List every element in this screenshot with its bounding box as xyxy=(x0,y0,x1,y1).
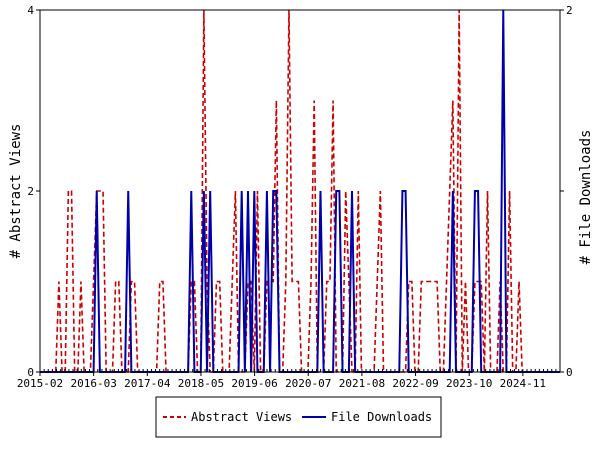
y-left-tick-label: 2 xyxy=(27,185,34,198)
x-axis-ticks: 2015-02 2016-03 2017-04 2018-05 2019-06 2020-… xyxy=(17,369,561,390)
x-tick-label: 2022-09 xyxy=(392,377,438,390)
x-tick-label: 2016-03 xyxy=(70,377,116,390)
y-axis-left-ticks: 0 2 4 xyxy=(27,4,40,379)
x-tick-label: 2020-07 xyxy=(285,377,331,390)
y-left-tick-label: 0 xyxy=(27,366,34,379)
x-tick-label: 2024-11 xyxy=(500,377,546,390)
x-tick-label: 2019-06 xyxy=(231,377,277,390)
x-tick-label: 2023-10 xyxy=(446,377,492,390)
x-tick-label: 2021-08 xyxy=(339,377,385,390)
legend-label-file-downloads: File Downloads xyxy=(331,410,432,424)
y-right-tick-label: 2 xyxy=(566,4,573,17)
y-right-tick-label: 0 xyxy=(566,366,573,379)
y-axis-left-title: # Abstract Views xyxy=(8,124,24,259)
legend-label-abstract-views: Abstract Views xyxy=(191,410,292,424)
legend: Abstract Views File Downloads xyxy=(155,396,442,438)
x-tick-label: 2015-02 xyxy=(17,377,63,390)
x-tick-label: 2018-05 xyxy=(178,377,224,390)
x-tick-label: 2017-04 xyxy=(124,377,171,390)
y-axis-right-title: # File Downloads xyxy=(578,130,594,265)
y-left-tick-label: 4 xyxy=(27,4,34,17)
legend-box xyxy=(155,396,442,438)
y-axis-right-ticks: 02 xyxy=(560,4,573,379)
